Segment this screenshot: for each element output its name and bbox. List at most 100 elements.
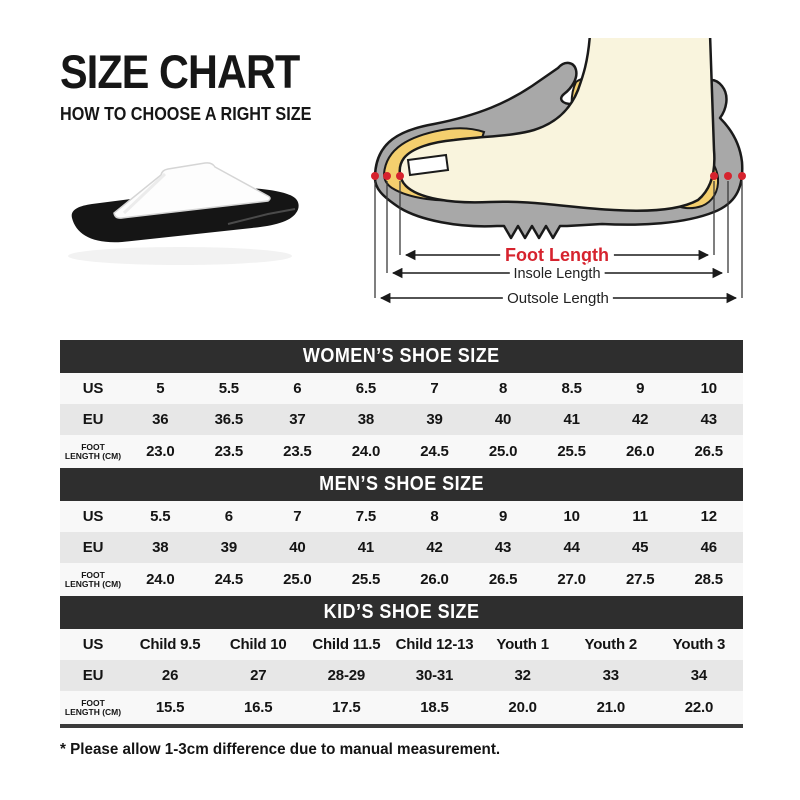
size-cell: 39 [220, 539, 237, 556]
size-cell: 5.5 [218, 380, 239, 397]
size-cell: 28-29 [327, 667, 366, 684]
size-cell: 11 [632, 508, 648, 525]
size-cell: 18.5 [420, 699, 449, 716]
row-label: EU [82, 539, 104, 556]
size-cell: 7.5 [355, 508, 377, 525]
row-label: FOOT LENGTH (CM) [64, 441, 122, 461]
foot-measurement-diagram: Foot Length Insole Length Outsole Length [371, 38, 746, 312]
row-label: FOOT LENGTH (CM) [64, 697, 122, 717]
title-block: SIZE CHART HOW TO CHOOSE A RIGHT SIZE [60, 48, 339, 125]
table-row: FOOT LENGTH (CM) 15.5 16.5 17.5 18.5 20.0 21.0 2… [60, 691, 743, 724]
size-cell: 25.5 [557, 443, 586, 460]
table-section-title-text: KID’S SHOE SIZE [323, 601, 480, 623]
size-cell: 6.5 [355, 380, 377, 397]
size-cell: 32 [514, 667, 531, 684]
sandal-strap-shading [122, 172, 167, 215]
slide-sandal-image [68, 162, 299, 265]
page-subtitle: HOW TO CHOOSE A RIGHT SIZE [60, 104, 312, 124]
size-table-section: MEN’S SHOE SIZE US 5.5 6 7 7.5 8 9 10 11 12 EU 38 39 4… [60, 468, 743, 596]
size-cell: 25.0 [488, 443, 518, 460]
size-cell: 24.0 [351, 443, 381, 460]
size-cell: 9 [636, 380, 645, 397]
size-cell: 27.0 [557, 571, 586, 588]
size-cell: 5.5 [150, 508, 171, 525]
size-cell: 8 [430, 508, 439, 525]
size-cell: 43 [700, 411, 717, 428]
table-row: EU 38 39 40 41 42 43 44 45 46 [60, 532, 743, 563]
size-cell: 24.5 [420, 443, 449, 460]
sandal-shadow [68, 247, 292, 265]
row-label: US [82, 380, 104, 397]
row-label: EU [82, 411, 104, 428]
size-cell: 21.0 [596, 699, 626, 716]
size-cell: 23.0 [146, 443, 175, 460]
measurement-dots [371, 172, 746, 180]
size-cell: 8 [498, 380, 508, 397]
sandal-sole-notch [227, 208, 296, 225]
size-cell: Youth 2 [584, 636, 638, 653]
size-cell: 44 [563, 539, 580, 556]
size-cell: 23.5 [214, 443, 244, 460]
sandal-strap [113, 162, 271, 219]
table-row: FOOT LENGTH (CM) 23.0 23.5 23.5 24.0 24.5 25.0 2… [60, 435, 743, 468]
size-cell: 15.5 [155, 699, 185, 716]
size-cell: 24.0 [146, 571, 175, 588]
size-cell: 25.5 [351, 571, 381, 588]
table-row: EU 36 36.5 37 38 39 40 41 42 43 [60, 404, 743, 435]
size-table-section: KID’S SHOE SIZE US Child 9.5 Child 10 Child … [60, 596, 743, 724]
size-cell: 8.5 [561, 380, 582, 397]
size-cell: 5 [156, 380, 165, 397]
size-cell: Child 9.5 [139, 636, 201, 653]
size-cell: 26.0 [625, 443, 655, 460]
size-cell: 9 [498, 508, 508, 525]
size-cell: 42 [632, 411, 649, 428]
size-cell: 45 [632, 539, 649, 556]
size-tables: WOMEN’S SHOE SIZE US 5 5.5 6 6.5 7 8 8.5 9 10 EU 36 3… [60, 340, 743, 728]
table-row: US 5 5.5 6 6.5 7 8 8.5 9 10 [60, 373, 743, 404]
table-section-title: MEN’S SHOE SIZE [60, 468, 743, 501]
size-cell: 34 [690, 667, 708, 684]
size-cell: 23.5 [283, 443, 312, 460]
size-cell: 30-31 [415, 667, 454, 684]
size-cell: 26.5 [694, 443, 724, 460]
size-cell: 36.5 [214, 411, 244, 428]
foot-length-label: Foot Length [505, 245, 609, 265]
size-cell: 40 [494, 411, 512, 428]
size-cell: 27 [250, 667, 267, 684]
insole-length-label: Insole Length [513, 266, 600, 282]
table-row: FOOT LENGTH (CM) 24.0 24.5 25.0 25.5 26.0 26.5 2… [60, 563, 743, 596]
size-cell: 40 [289, 539, 306, 556]
size-cell: 7 [293, 508, 302, 525]
table-section-title-text: WOMEN’S SHOE SIZE [303, 345, 500, 367]
size-cell: 10 [700, 380, 717, 397]
size-cell: 7 [430, 380, 439, 397]
size-cell: Youth 3 [672, 636, 726, 653]
size-cell: 20.0 [508, 699, 537, 716]
table-section-title: KID’S SHOE SIZE [60, 596, 743, 629]
size-cell: 43 [494, 539, 512, 556]
table-row: US Child 9.5 Child 10 Child 11.5 Child 12-13… [60, 629, 743, 660]
size-cell: 38 [357, 411, 375, 428]
row-label: FOOT LENGTH (CM) [64, 569, 122, 589]
page-title: SIZE CHART [60, 45, 300, 98]
size-cell: 26.0 [420, 571, 449, 588]
size-cell: 22.0 [684, 699, 714, 716]
size-cell: 38 [152, 539, 169, 556]
size-cell: 36 [152, 411, 169, 428]
size-cell: 17.5 [332, 699, 361, 716]
size-cell: 26.5 [488, 571, 518, 588]
measurement-disclaimer: * Please allow 1-3cm difference due to m… [60, 741, 501, 758]
table-section-title-text: MEN’S SHOE SIZE [319, 473, 484, 495]
size-cell: 25.0 [283, 571, 312, 588]
size-cell: 33 [602, 667, 619, 684]
foot-shape [398, 38, 716, 212]
table-row: US 5.5 6 7 7.5 8 9 10 11 12 [60, 501, 743, 532]
size-cell: 28.5 [694, 571, 724, 588]
table-section-title: WOMEN’S SHOE SIZE [60, 340, 743, 373]
size-cell: 6 [293, 380, 302, 397]
size-table-section: WOMEN’S SHOE SIZE US 5 5.5 6 6.5 7 8 8.5 9 10 EU 36 3… [60, 340, 743, 468]
size-cell: 37 [289, 411, 306, 428]
size-cell: 41 [563, 411, 580, 428]
size-cell: Child 11.5 [312, 636, 381, 653]
